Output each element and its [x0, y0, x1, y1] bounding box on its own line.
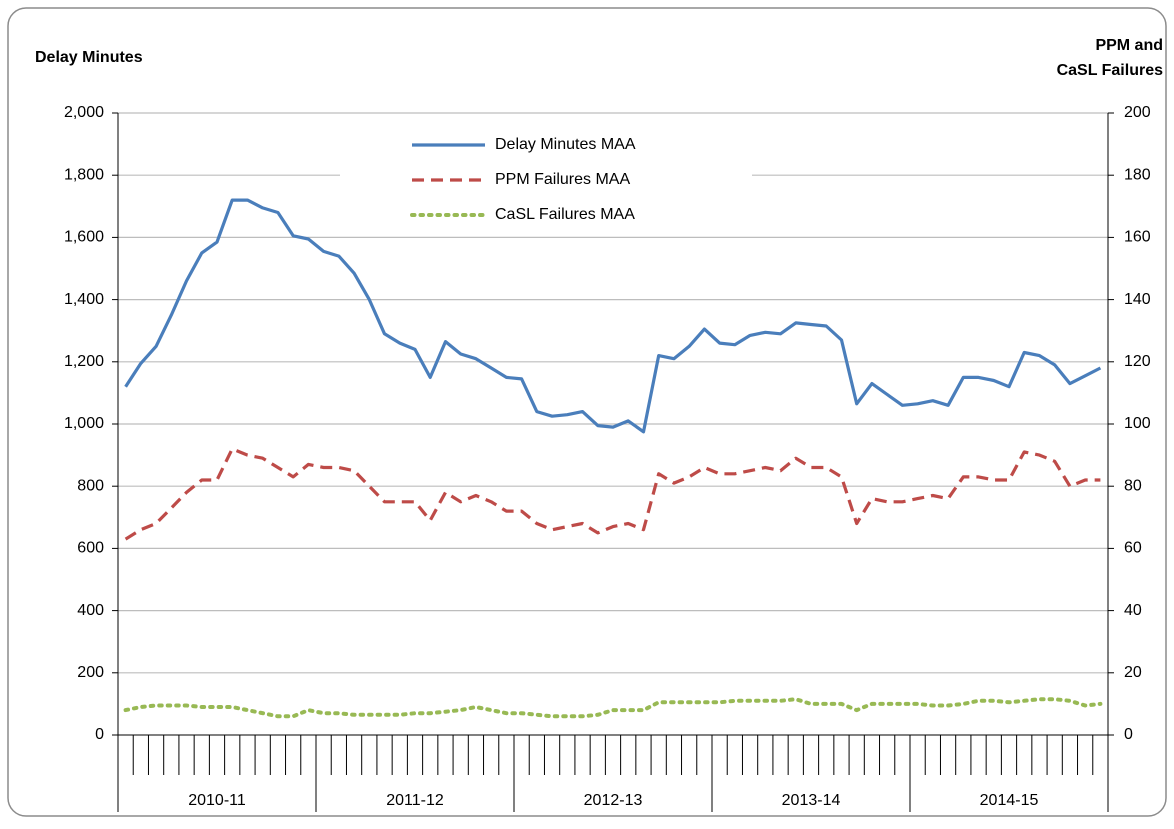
- y-tick-label: 800: [77, 477, 104, 494]
- year-label: 2010-11: [188, 792, 246, 809]
- y2-tick-label: 0: [1124, 726, 1133, 743]
- y-tick-label: 1,800: [64, 166, 104, 183]
- y2-tick-label: 100: [1124, 415, 1151, 432]
- y-axis-title: Delay Minutes: [35, 49, 143, 66]
- y-tick-label: 1,200: [64, 353, 104, 370]
- y2-tick-label: 40: [1124, 602, 1142, 619]
- y2-axis-title: CaSL Failures: [1057, 62, 1164, 79]
- y2-tick-label: 120: [1124, 353, 1151, 370]
- legend-label: PPM Failures MAA: [495, 171, 630, 188]
- year-label: 2013-14: [782, 792, 841, 809]
- legend-box: [340, 127, 752, 232]
- y-tick-label: 400: [77, 602, 104, 619]
- legend-label: Delay Minutes MAA: [495, 136, 636, 153]
- chart-frame: [7, 7, 1167, 817]
- y-tick-label: 1,400: [64, 291, 104, 308]
- series-line: [124, 198, 1102, 434]
- y-tick-label: 1,600: [64, 229, 104, 246]
- y2-tick-label: 140: [1124, 291, 1151, 308]
- y2-tick-label: 20: [1124, 664, 1142, 681]
- y-tick-label: 1,000: [64, 415, 104, 432]
- y-tick-label: 600: [77, 540, 104, 557]
- y2-tick-label: 200: [1124, 104, 1151, 121]
- year-label: 2011-12: [386, 792, 444, 809]
- y-tick-label: 2,000: [64, 104, 104, 121]
- year-label: 2012-13: [584, 792, 643, 809]
- legend-label: CaSL Failures MAA: [495, 206, 635, 223]
- series-line: [124, 447, 1101, 541]
- year-label: 2014-15: [980, 792, 1039, 809]
- y2-tick-label: 180: [1124, 166, 1151, 183]
- y2-tick-label: 60: [1124, 540, 1142, 557]
- series-line: [123, 697, 1103, 719]
- y-tick-label: 200: [77, 664, 104, 681]
- y2-tick-label: 80: [1124, 477, 1142, 494]
- y2-axis-title: PPM and: [1095, 37, 1163, 54]
- y2-tick-label: 160: [1124, 229, 1151, 246]
- y-tick-label: 0: [95, 726, 104, 743]
